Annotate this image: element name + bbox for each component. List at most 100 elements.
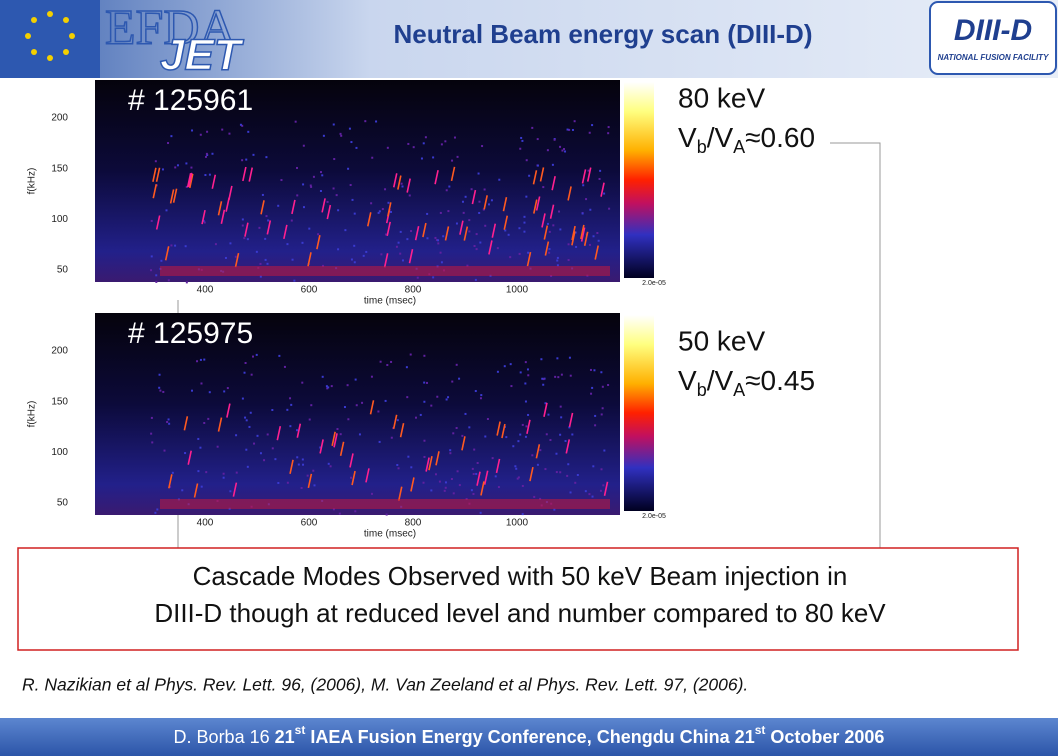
streak — [369, 400, 375, 415]
speckle — [451, 380, 454, 383]
speckle — [574, 231, 577, 234]
ratio-part: ≈0.60 — [745, 122, 815, 153]
speckle — [556, 259, 559, 262]
streak — [242, 166, 247, 182]
speckle — [335, 194, 338, 197]
speckle — [407, 455, 410, 458]
streak — [307, 252, 312, 267]
speckle — [191, 129, 194, 132]
speckle — [199, 358, 202, 361]
speckle — [296, 456, 299, 459]
speckle — [259, 275, 262, 278]
streak — [188, 173, 194, 189]
speckle — [245, 448, 248, 451]
speckle — [546, 222, 549, 225]
speckle — [464, 412, 467, 415]
reference: R. Nazikian et al Phys. Rev. Lett. 96, (… — [22, 675, 748, 695]
speckle — [241, 124, 244, 127]
speckle — [296, 194, 299, 197]
streak — [422, 222, 427, 238]
speckle — [216, 445, 219, 448]
streak — [291, 199, 296, 215]
speckle — [310, 404, 313, 407]
streak — [450, 166, 456, 182]
streak — [539, 167, 545, 182]
speckle — [291, 258, 294, 261]
speckle — [181, 489, 184, 492]
speckle — [531, 454, 534, 457]
speckle — [456, 470, 459, 473]
speckle — [558, 210, 561, 213]
speckle — [261, 193, 264, 196]
speckle — [229, 242, 232, 245]
speckle — [408, 194, 411, 197]
speckle — [258, 226, 261, 229]
speckle — [246, 465, 249, 468]
speckle — [161, 168, 164, 171]
speckle — [440, 261, 443, 264]
speckle — [521, 484, 524, 487]
speckle — [302, 206, 305, 209]
speckle — [286, 243, 289, 246]
speckle — [401, 185, 404, 188]
speckle — [517, 476, 520, 479]
x-tick-label: 800 — [405, 518, 422, 529]
speckle — [274, 458, 277, 461]
speckle — [576, 473, 579, 476]
streak — [551, 176, 556, 191]
speckle — [205, 471, 208, 474]
streak — [266, 220, 272, 235]
speckle — [377, 211, 380, 214]
speckle — [321, 174, 324, 177]
speckle — [597, 239, 600, 242]
speckle — [554, 375, 557, 378]
speckle — [150, 219, 153, 222]
speckle — [252, 355, 255, 358]
speckle — [517, 440, 520, 443]
speckle — [243, 237, 246, 240]
speckle — [475, 233, 478, 236]
speckle — [395, 245, 398, 248]
streak — [155, 167, 161, 182]
speckle — [289, 397, 292, 400]
speckle — [559, 471, 562, 474]
speckle — [568, 426, 571, 429]
speckle — [154, 511, 157, 514]
streak — [321, 198, 326, 213]
footer-band — [0, 718, 1058, 756]
speckle — [387, 201, 390, 204]
speckle — [349, 184, 352, 187]
streak — [387, 202, 392, 217]
speckle — [170, 244, 173, 247]
speckle — [474, 390, 477, 393]
speckle — [594, 414, 597, 417]
streak — [408, 249, 414, 264]
streak — [568, 412, 574, 428]
spectrogram-panel: 50 100 150 200 400 600 800 1000 f(kHz) time (msec… — [27, 313, 815, 540]
speckle — [472, 473, 475, 476]
speckle — [354, 510, 357, 513]
speckle — [416, 276, 419, 279]
speckle — [518, 227, 521, 230]
speckle — [512, 445, 515, 448]
speckle — [569, 374, 572, 377]
speckle — [585, 198, 588, 201]
streak — [333, 433, 338, 448]
speckle — [244, 416, 247, 419]
y-tick-label: 50 — [57, 265, 69, 276]
speckle — [555, 471, 558, 474]
speckle — [370, 375, 373, 378]
streak — [406, 178, 411, 193]
speckle — [302, 183, 305, 186]
footer-text: D. Borba 16 — [174, 727, 275, 747]
speckle — [309, 184, 312, 187]
speckle — [420, 157, 423, 160]
speckle — [587, 169, 590, 172]
speckle — [166, 420, 169, 423]
streak — [483, 195, 488, 210]
x-axis-label: time (msec) — [364, 296, 416, 307]
speckle — [560, 373, 563, 376]
speckle — [165, 209, 168, 212]
speckle — [509, 256, 512, 259]
